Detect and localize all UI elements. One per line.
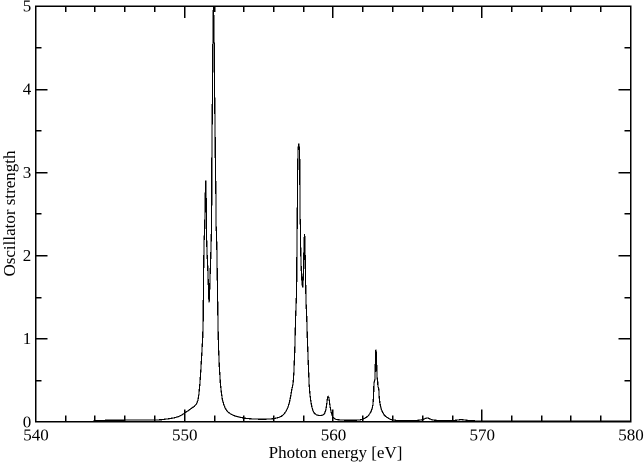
svg-text:Photon energy [eV]: Photon energy [eV] [269, 443, 403, 462]
svg-text:1: 1 [23, 329, 32, 348]
svg-text:5: 5 [23, 0, 32, 16]
svg-text:0: 0 [23, 412, 32, 431]
svg-text:580: 580 [618, 426, 644, 445]
svg-text:550: 550 [172, 426, 198, 445]
svg-text:2: 2 [23, 246, 32, 265]
svg-text:570: 570 [469, 426, 495, 445]
svg-text:540: 540 [23, 426, 49, 445]
svg-text:560: 560 [321, 426, 347, 445]
svg-text:Oscillator strength: Oscillator strength [0, 150, 19, 277]
svg-text:3: 3 [23, 163, 32, 182]
svg-text:4: 4 [23, 80, 32, 99]
